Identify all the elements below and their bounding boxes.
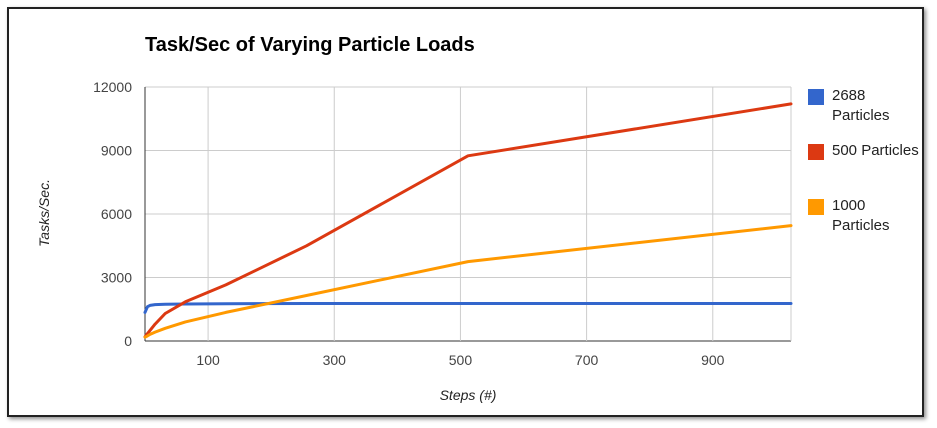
legend-label-500: 500 Particles bbox=[832, 142, 919, 159]
series-line-1 bbox=[143, 102, 793, 339]
series-line-0 bbox=[143, 302, 793, 314]
series-lines bbox=[143, 102, 793, 339]
y-tick-label: 6000 bbox=[101, 206, 132, 222]
chart-title: Task/Sec of Varying Particle Loads bbox=[145, 34, 475, 56]
series-line-2 bbox=[143, 224, 793, 339]
legend-swatch-2688 bbox=[808, 89, 824, 105]
y-tick-label: 3000 bbox=[101, 270, 132, 286]
legend-label-1000: 1000 Particles bbox=[832, 197, 890, 234]
legend-swatch-500 bbox=[808, 144, 824, 160]
y-axis-title: Tasks/Sec. bbox=[36, 179, 52, 247]
x-tick-label: 100 bbox=[196, 352, 220, 368]
legend-label-2688: 2688 Particles bbox=[832, 87, 890, 124]
y-tick-label: 9000 bbox=[101, 143, 132, 159]
x-axis-title: Steps (#) bbox=[440, 387, 497, 403]
legend-swatch-1000 bbox=[808, 199, 824, 215]
chart-frame bbox=[7, 7, 924, 417]
y-tick-label: 0 bbox=[124, 333, 132, 349]
x-tick-label: 700 bbox=[575, 352, 599, 368]
legend-item-500[interactable]: 500 Particles bbox=[808, 141, 928, 196]
x-tick-label: 900 bbox=[701, 352, 725, 368]
y-tick-labels: 0 3000 6000 9000 12000 bbox=[93, 79, 132, 349]
legend-item-1000[interactable]: 1000 Particles bbox=[808, 196, 928, 251]
x-tick-label: 500 bbox=[449, 352, 473, 368]
legend: 2688 Particles 500 Particles 1000 Partic… bbox=[808, 86, 928, 251]
grid-lines bbox=[144, 86, 792, 342]
x-tick-label: 300 bbox=[323, 352, 347, 368]
y-tick-label: 12000 bbox=[93, 79, 132, 95]
x-tick-labels: 100 300 500 700 900 bbox=[196, 352, 724, 368]
legend-item-2688[interactable]: 2688 Particles bbox=[808, 86, 928, 141]
